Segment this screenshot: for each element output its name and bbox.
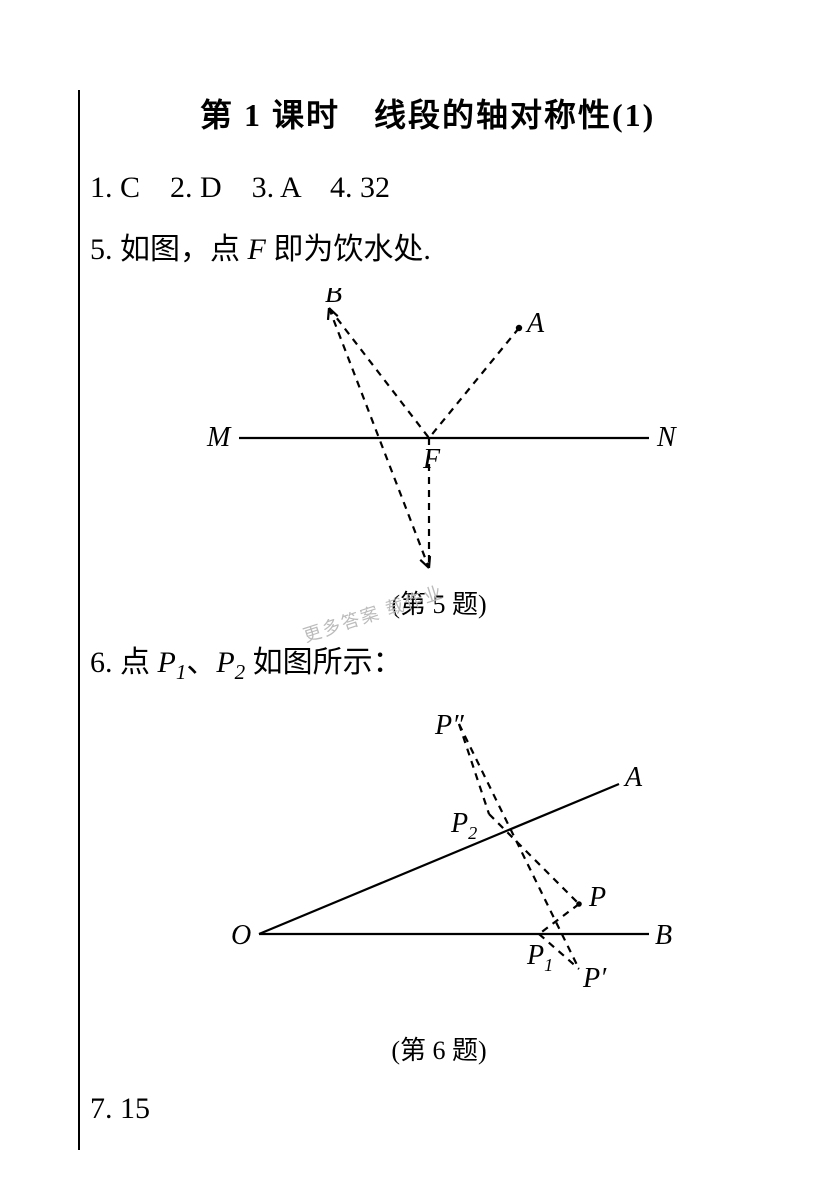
svg-text:P″: P″ — [434, 710, 464, 741]
q6-P2-sub: 2 — [235, 660, 246, 684]
svg-text:O: O — [231, 920, 251, 951]
q6-P2-letter: P — [216, 646, 234, 679]
q6-suffix: 如图所示： — [245, 646, 403, 679]
answers-1-4: 1. C 2. D 3. A 4. 32 — [90, 164, 788, 212]
svg-text:A: A — [525, 308, 545, 339]
q5-suffix: 即为饮水处. — [266, 233, 431, 266]
q5-var-F: F — [248, 233, 266, 266]
svg-text:P: P — [588, 882, 606, 913]
figure-6-svg: O B A P″ P2 P P1 P′ — [179, 704, 699, 1024]
figure-5-svg: M N F B A — [179, 288, 699, 578]
q6-P1: P1 — [158, 646, 187, 679]
question-6-text: 6. 点 P1、P2 如图所示： — [90, 639, 788, 690]
svg-text:M: M — [206, 422, 232, 453]
q6-prefix: 6. 点 — [90, 646, 158, 679]
q5-prefix: 5. 如图，点 — [90, 233, 248, 266]
lesson-title: 第 1 课时 线段的轴对称性(1) — [200, 90, 788, 136]
question-5-text: 5. 如图，点 F 即为饮水处. — [90, 226, 788, 274]
left-margin-rule — [78, 90, 80, 1150]
svg-text:B: B — [655, 920, 672, 951]
q6-P2: P2 — [216, 646, 245, 679]
q6-P1-sub: 1 — [176, 660, 187, 684]
svg-text:B: B — [325, 288, 342, 309]
svg-text:P2: P2 — [450, 808, 477, 843]
svg-text:P1: P1 — [526, 940, 553, 975]
question-7-text: 7. 15 — [90, 1085, 788, 1133]
figure-6-caption: (第 6 题) — [391, 1030, 486, 1067]
q6-P1-letter: P — [158, 646, 176, 679]
svg-text:F: F — [422, 444, 441, 475]
svg-text:P′: P′ — [582, 963, 607, 994]
figure-5-wrap: MNFBA (第 5 题) — [90, 288, 788, 621]
svg-text:N: N — [656, 422, 677, 453]
q6-sep: 、 — [186, 646, 216, 679]
svg-text:A: A — [623, 762, 643, 793]
figure-6-wrap: O B A P″ P2 P P1 P′ (第 6 题) — [90, 704, 788, 1067]
